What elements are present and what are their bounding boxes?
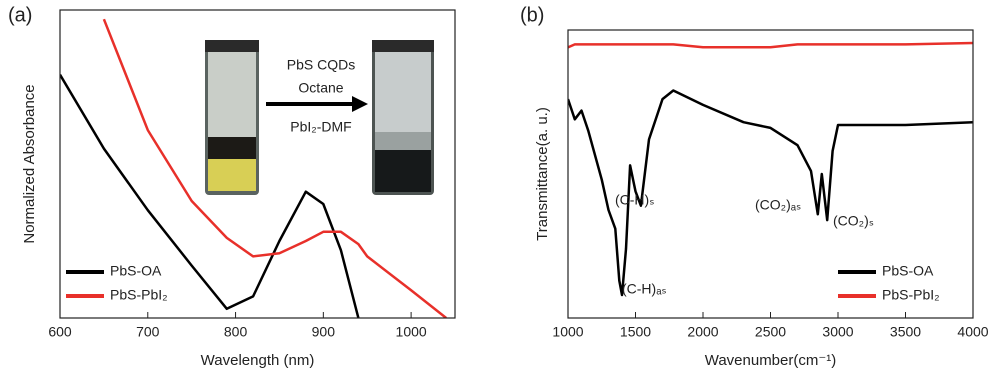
x-tick-label: 1000	[552, 324, 583, 340]
legend-label: PbS-PbI₂	[110, 287, 168, 303]
x-axis-label: Wavelength (nm)	[201, 352, 315, 369]
x-tick-label: 900	[312, 324, 336, 340]
inset-photo	[205, 40, 434, 195]
y-axis-label: Normalized Absorbance	[21, 84, 38, 243]
x-axis-label: Wavenumber(cm⁻¹)	[705, 352, 837, 369]
annotation: PbI₂-DMF	[290, 119, 351, 135]
annotation: (C-H)ₛ	[615, 192, 654, 208]
x-tick-label: 600	[48, 324, 72, 340]
legend-label: PbS-OA	[882, 263, 934, 279]
legend-label: PbS-OA	[110, 263, 162, 279]
x-tick-label: 4000	[957, 324, 988, 340]
x-tick-label: 2000	[687, 324, 718, 340]
y-axis-label: Transmittance(a. u.)	[534, 107, 551, 241]
annotation: (CO₂)ₐₛ	[755, 197, 801, 213]
plot-frame	[567, 29, 974, 319]
x-tick-label: 1500	[620, 324, 651, 340]
x-tick-label: 800	[224, 324, 248, 340]
x-tick-label: 700	[136, 324, 160, 340]
annotation: PbS CQDs	[287, 57, 355, 73]
data-line	[102, 18, 447, 318]
annotation: Octane	[298, 80, 343, 96]
panel-label: (b)	[520, 4, 544, 26]
data-line	[60, 74, 360, 318]
x-tick-label: 1000	[396, 324, 427, 340]
plot-frame	[59, 9, 456, 319]
annotation: (CO₂)ₛ	[833, 213, 874, 229]
legend-label: PbS-PbI₂	[882, 287, 940, 303]
panel-label: (a)	[8, 4, 32, 26]
data-line	[568, 41, 973, 49]
annotation: (C-H)ₐₛ	[622, 281, 667, 297]
data-line	[568, 89, 973, 297]
x-tick-label: 2500	[755, 324, 786, 340]
x-tick-label: 3500	[890, 324, 921, 340]
x-tick-label: 3000	[822, 324, 853, 340]
